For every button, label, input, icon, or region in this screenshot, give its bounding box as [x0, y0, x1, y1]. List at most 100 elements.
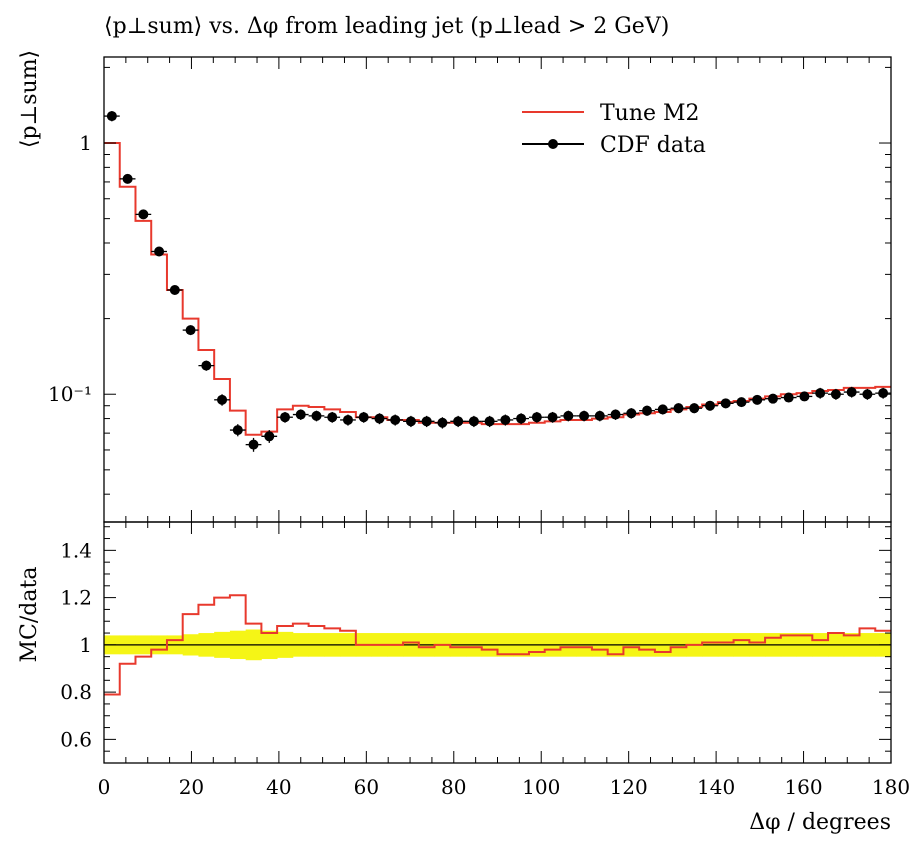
- data-point-marker: [878, 388, 889, 399]
- x-axis-label: Δφ / degrees: [749, 810, 891, 835]
- data-point: [135, 209, 152, 220]
- data-point: [418, 415, 435, 428]
- data-point-marker: [752, 394, 763, 405]
- ratio-panel: 0.6 0.8 1 1.2 1.4 0 20 40 60 80 100 120 140 160 180 MC…: [17, 521, 910, 835]
- data-point: [292, 409, 309, 420]
- data-point: [717, 398, 734, 409]
- data-point: [355, 411, 372, 423]
- data-point: [497, 414, 514, 426]
- data-point: [403, 415, 419, 428]
- main-y-tick-label: 1: [79, 131, 92, 155]
- data-point: [749, 394, 766, 405]
- data-point-marker: [106, 111, 117, 122]
- main-panel: 1 10⁻¹ ⟨p⊥sum⟩ Tune M2 CDF data: [17, 50, 892, 523]
- data-point: [828, 388, 844, 400]
- data-point: [104, 111, 120, 122]
- legend: Tune M2 CDF data: [522, 101, 706, 158]
- data-point: [229, 424, 246, 437]
- data-point-marker: [704, 400, 715, 411]
- data-point-marker: [217, 394, 228, 405]
- data-point: [340, 414, 356, 426]
- x-tick-label: 160: [784, 775, 822, 799]
- data-point: [198, 360, 215, 371]
- ratio-y-tick-label: 1.4: [60, 538, 92, 562]
- x-tick-label: 40: [266, 775, 291, 799]
- legend-entry-tune-m2: Tune M2: [522, 101, 700, 126]
- ratio-series-tune-m2: [104, 594, 891, 696]
- data-point-marker: [264, 431, 275, 442]
- series-tune-m2-line: [104, 142, 891, 436]
- data-point-marker: [579, 410, 590, 421]
- ratio-axis-ticks: 0.6 0.8 1 1.2 1.4 0 20 40 60 80 100 120 140 160 180: [60, 522, 910, 799]
- data-point-marker: [201, 360, 212, 371]
- data-point: [245, 437, 262, 452]
- data-point-marker: [421, 416, 432, 427]
- legend-entry-cdf-data: CDF data: [522, 133, 706, 158]
- data-point-marker: [248, 439, 259, 450]
- data-point: [182, 325, 199, 336]
- ratio-series-layer: [104, 594, 892, 696]
- data-point-marker: [390, 414, 401, 425]
- data-point-marker: [154, 246, 165, 257]
- data-point: [780, 392, 797, 403]
- data-point-marker: [657, 404, 668, 415]
- data-point: [466, 415, 482, 428]
- data-point-marker: [736, 397, 747, 408]
- data-point-marker: [626, 408, 637, 419]
- data-point: [450, 415, 467, 428]
- data-point-marker: [327, 412, 338, 423]
- data-point-marker: [453, 416, 464, 427]
- data-point: [513, 413, 529, 425]
- data-point: [308, 410, 325, 422]
- data-point: [528, 411, 545, 423]
- data-point-marker: [169, 284, 180, 295]
- data-point-marker: [830, 389, 841, 400]
- data-point: [151, 246, 167, 257]
- data-point: [670, 403, 687, 414]
- main-y-tick-label: 10⁻¹: [48, 382, 92, 406]
- data-point: [214, 394, 230, 406]
- x-tick-label: 60: [354, 775, 379, 799]
- x-tick-label: 80: [441, 775, 466, 799]
- ratio-y-tick-label: 1.2: [60, 586, 92, 610]
- data-point: [371, 413, 388, 425]
- x-tick-label: 100: [522, 775, 560, 799]
- data-point-marker: [358, 412, 369, 423]
- data-point: [639, 405, 655, 416]
- data-point: [654, 404, 671, 415]
- data-point-marker: [185, 325, 196, 336]
- main-series-layer: [104, 111, 891, 452]
- data-point: [261, 430, 278, 443]
- data-point: [702, 400, 718, 411]
- main-panel-frame: [103, 56, 892, 523]
- data-point-marker: [516, 413, 527, 424]
- data-point: [812, 387, 829, 399]
- data-point-marker: [122, 173, 133, 184]
- data-point-marker: [484, 416, 495, 427]
- x-tick-label: 20: [179, 775, 204, 799]
- data-point: [623, 408, 640, 419]
- data-point: [166, 284, 183, 295]
- data-point-marker: [642, 405, 653, 416]
- data-point-marker: [594, 410, 605, 421]
- data-point: [277, 411, 293, 423]
- data-point-marker: [610, 409, 621, 420]
- data-point-marker: [783, 392, 794, 403]
- data-point: [607, 409, 624, 420]
- data-point: [591, 410, 608, 422]
- data-point-marker: [815, 388, 826, 399]
- data-point: [119, 173, 136, 184]
- data-point: [843, 386, 860, 398]
- data-point-marker: [138, 209, 149, 220]
- main-axis-ticks: 1 10⁻¹: [48, 57, 892, 522]
- data-point: [576, 410, 592, 422]
- data-point: [434, 417, 451, 429]
- data-point-marker: [468, 416, 479, 427]
- data-point: [875, 387, 891, 399]
- x-tick-label: 140: [697, 775, 735, 799]
- legend-label-tune-m2: Tune M2: [600, 101, 700, 126]
- data-point-marker: [673, 403, 684, 414]
- data-point: [560, 410, 577, 422]
- data-point-marker: [374, 413, 385, 424]
